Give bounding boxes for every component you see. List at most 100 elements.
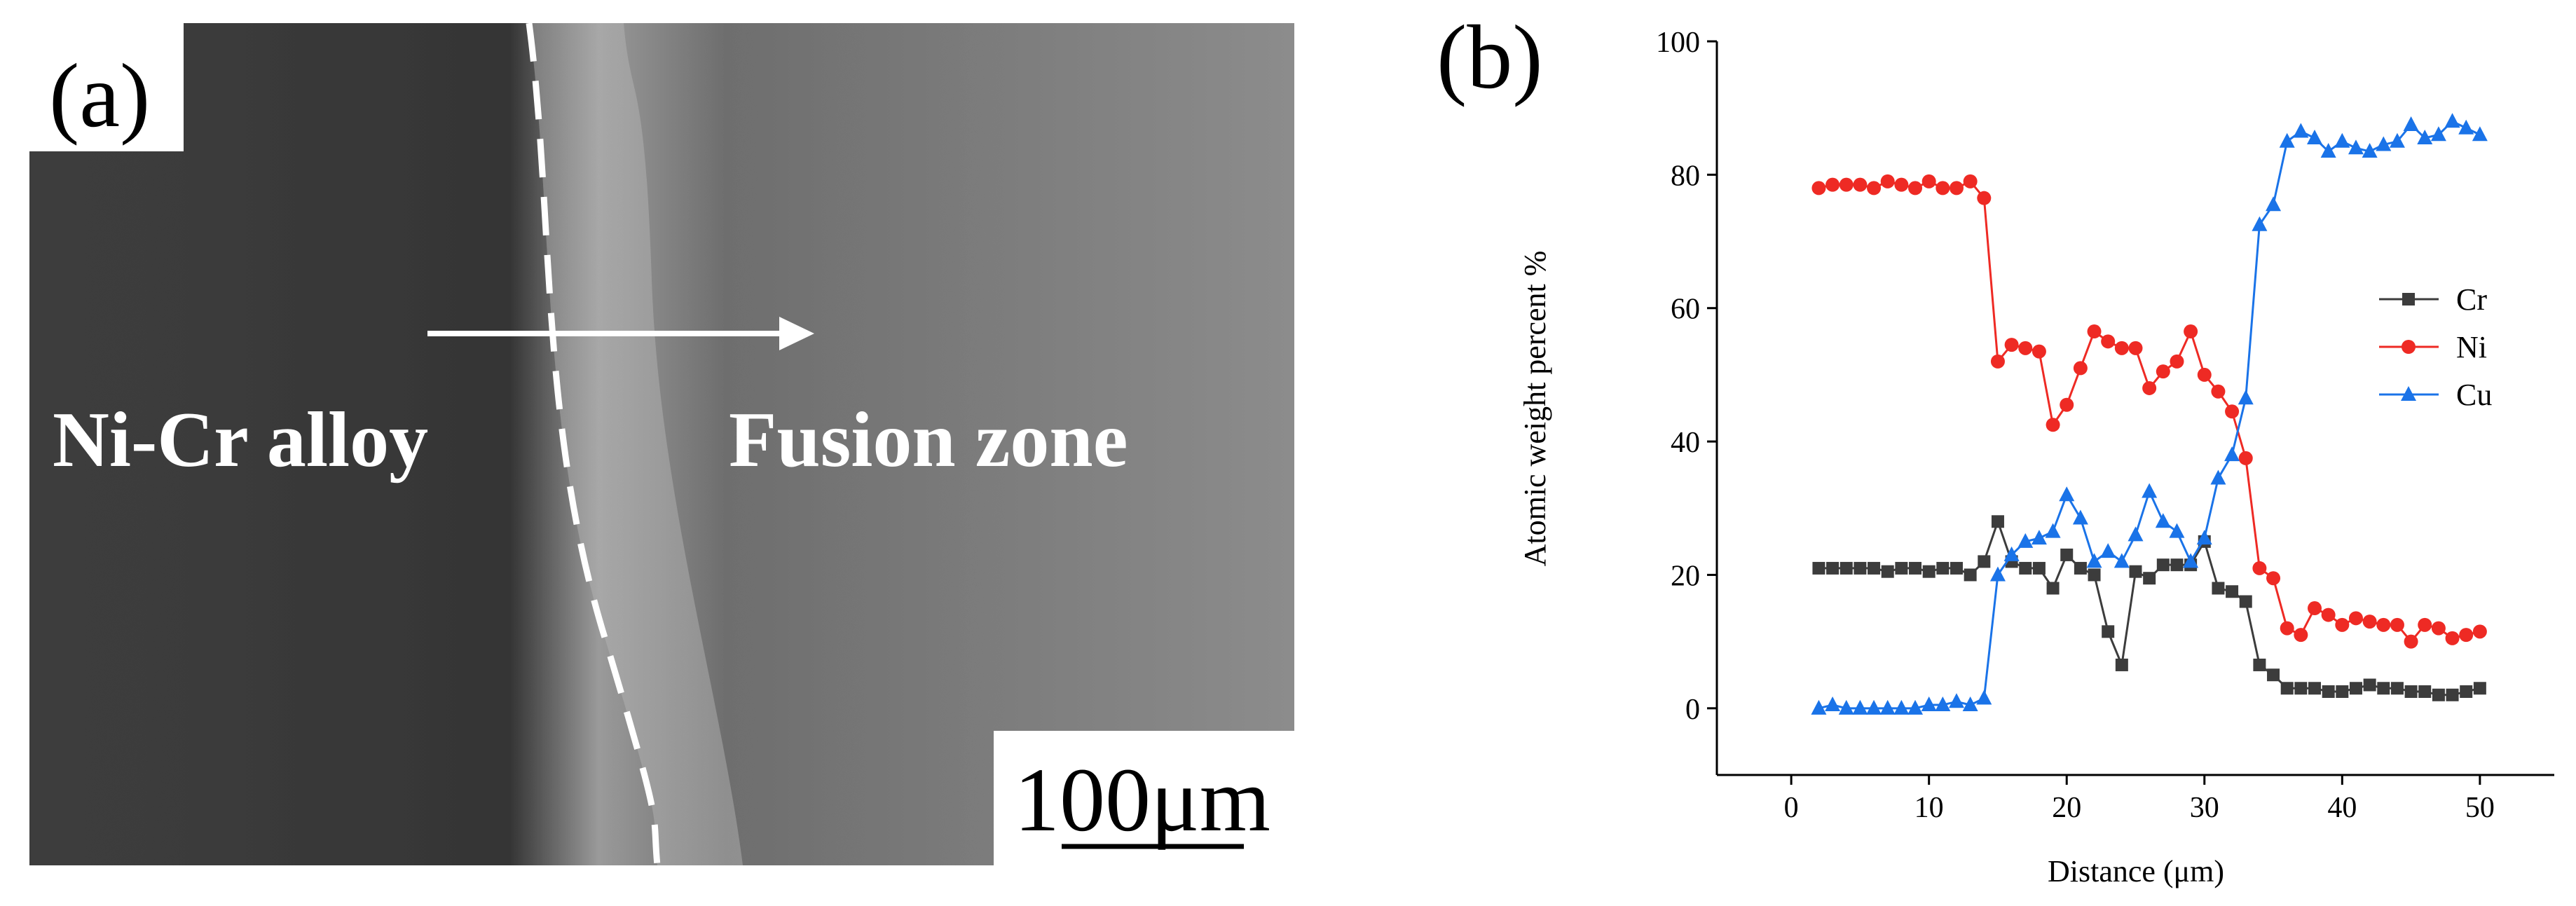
data-point (2101, 334, 2116, 349)
y-tick-label: 80 (1671, 160, 1700, 192)
data-point (2169, 523, 2185, 538)
data-point (2031, 530, 2047, 545)
data-point (2224, 446, 2240, 462)
data-point (2225, 404, 2240, 419)
data-point (1907, 699, 1924, 715)
data-point (2389, 132, 2405, 148)
data-point (1990, 354, 2005, 369)
data-point (2017, 533, 2034, 548)
data-point (2401, 386, 2416, 401)
data-point (2446, 688, 2459, 701)
data-point (2430, 126, 2446, 142)
data-point (1962, 696, 1978, 712)
data-point (2418, 685, 2432, 699)
data-point (2432, 688, 2445, 701)
data-point (1866, 699, 1882, 715)
y-tick-label: 60 (1671, 294, 1700, 326)
data-point (2032, 344, 2046, 359)
data-point (2280, 682, 2294, 695)
data-point (1825, 696, 1841, 712)
data-point (2417, 130, 2433, 145)
data-point (2074, 561, 2087, 575)
region-label: Fusion zone (729, 397, 1128, 483)
data-point (2072, 509, 2088, 525)
data-point (2045, 523, 2061, 538)
fusion-line (526, 23, 661, 865)
data-point (2197, 367, 2212, 382)
x-tick-label: 40 (2327, 792, 2357, 824)
data-point (1909, 561, 1922, 575)
data-point (2294, 628, 2308, 643)
data-point (1825, 177, 1840, 192)
data-point (1853, 177, 1868, 192)
data-point (1811, 181, 1826, 195)
data-point (2376, 136, 2392, 151)
arrow-head (779, 317, 814, 350)
data-point (2376, 617, 2391, 632)
scale-label: 100μm (1014, 750, 1270, 851)
data-point (2046, 418, 2060, 432)
data-point (2267, 668, 2280, 682)
data-point (2073, 361, 2088, 376)
data-point (1936, 561, 1950, 575)
data-point (2113, 553, 2130, 568)
data-point (2114, 341, 2129, 355)
scale-box (994, 731, 1294, 865)
data-point (2183, 553, 2199, 568)
y-tick-label: 0 (1685, 694, 1700, 726)
data-point (2210, 469, 2226, 485)
data-point (2266, 571, 2281, 586)
data-point (1895, 561, 1908, 575)
data-point (2238, 390, 2254, 405)
x-tick-label: 20 (2052, 792, 2081, 824)
data-point (2402, 293, 2415, 306)
data-point (1949, 181, 1964, 195)
data-point (2294, 682, 2308, 695)
data-point (2142, 483, 2158, 498)
data-point (1976, 689, 1992, 705)
panel-label: (b) (1437, 7, 1543, 108)
data-point (1908, 181, 1923, 195)
legend-label: Cu (2456, 378, 2492, 412)
data-point (2142, 380, 2157, 395)
data-point (2445, 631, 2460, 645)
data-point (2279, 132, 2295, 148)
data-point (1880, 174, 1895, 188)
data-point (2404, 685, 2418, 699)
data-point (2308, 601, 2322, 616)
data-point (1839, 561, 1853, 575)
data-point (1964, 568, 1977, 582)
x-axis-label: Distance (μm) (2048, 854, 2224, 888)
data-point (1838, 699, 1854, 715)
data-point (1922, 565, 1936, 578)
data-point (2472, 126, 2488, 142)
data-point (1977, 191, 1992, 205)
data-point (2320, 143, 2336, 158)
data-point (2060, 548, 2074, 561)
data-point (1989, 566, 2006, 582)
data-point (1921, 696, 1937, 712)
data-point (2390, 682, 2404, 695)
data-point (2004, 338, 2019, 352)
data-point (2086, 553, 2102, 568)
x-tick-label: 50 (2465, 792, 2495, 824)
fusion-boundary-band (529, 23, 743, 865)
data-point (1935, 696, 1951, 712)
data-point (2060, 397, 2074, 412)
data-point (1854, 561, 1867, 575)
data-point (1978, 555, 1991, 568)
data-point (2252, 216, 2268, 231)
data-point (2322, 685, 2335, 699)
data-point (1839, 177, 1854, 192)
data-point (1812, 561, 1825, 575)
region-label: Ni-Cr alloy (53, 397, 428, 483)
data-point (2458, 119, 2474, 135)
data-point (2088, 568, 2101, 582)
data-point (1950, 561, 1963, 575)
data-point (2128, 526, 2144, 542)
data-point (1867, 181, 1882, 195)
y-tick-label: 20 (1671, 560, 1700, 592)
data-point (2226, 585, 2239, 598)
data-point (1963, 174, 1978, 188)
data-point (2335, 617, 2350, 632)
